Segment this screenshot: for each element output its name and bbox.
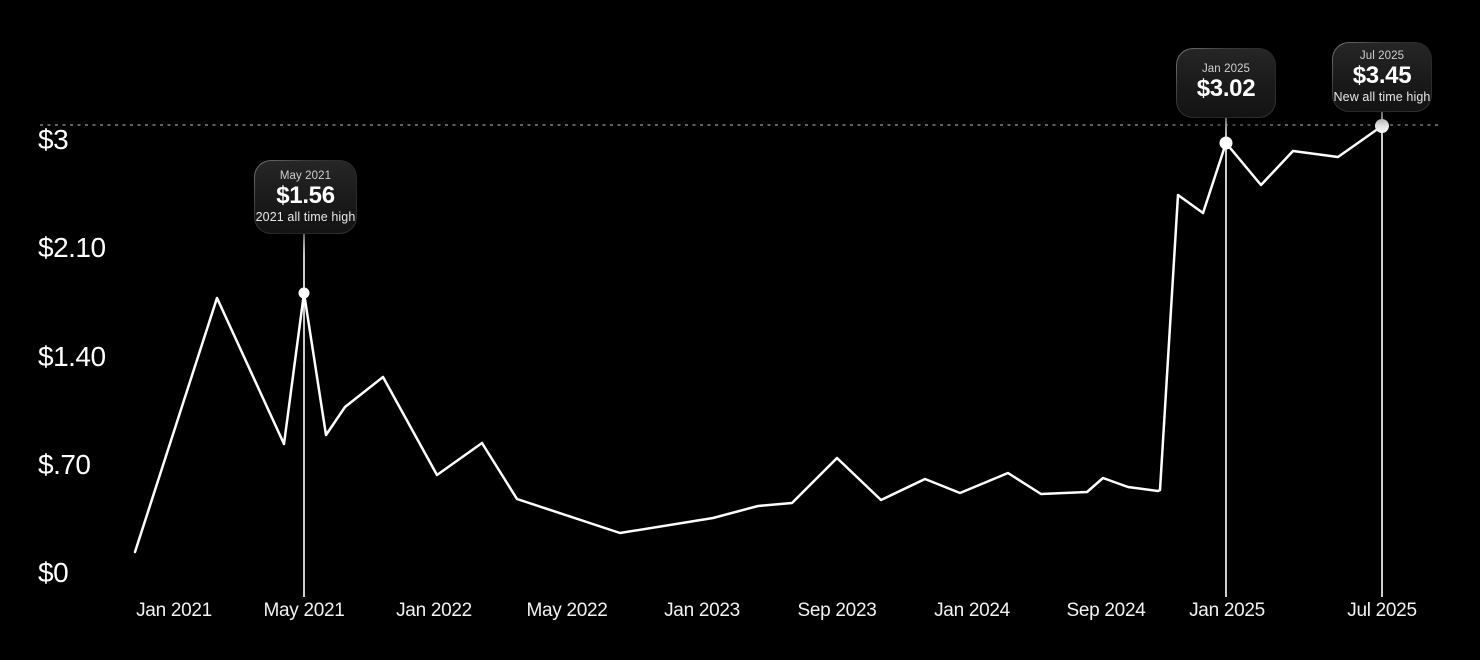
x-axis-tick-label: Sep 2024: [1066, 600, 1146, 621]
tooltip-price-value: $1.56: [276, 181, 335, 209]
y-axis-tick-label: $2.10: [38, 232, 106, 263]
x-axis-tick-label: May 2022: [526, 600, 608, 621]
price-line-series: [133, 124, 1384, 554]
data-point-marker: [1375, 119, 1389, 133]
tooltip-body: Jan 2025 $3.02: [1177, 49, 1275, 117]
tooltip-date-label: Jan 2025: [1201, 63, 1251, 76]
x-axis-tick-label: Jan 2021: [136, 600, 212, 621]
tooltip-body: Jul 2025 $3.45 New all time high: [1333, 43, 1431, 111]
price-annotation-tooltip: Jul 2025 $3.45 New all time high: [1332, 42, 1432, 112]
x-axis-tick-label: Jan 2023: [664, 600, 740, 621]
y-axis-tick-label: $1.40: [38, 341, 106, 372]
price-annotation-tooltip: May 2021 $1.56 2021 all time high: [254, 160, 357, 234]
x-axis-tick-label: Jan 2022: [396, 600, 472, 621]
tooltip-price-value: $3.02: [1196, 75, 1256, 103]
x-axis-tick-label: May 2021: [263, 600, 345, 621]
data-point-marker: [298, 287, 310, 299]
data-point-marker: [1219, 136, 1233, 150]
x-axis-tick-label: Jul 2025: [1347, 600, 1417, 621]
tooltip-note-label: New all time high: [1333, 90, 1431, 105]
tooltip-note-label: 2021 all time high: [255, 210, 356, 225]
y-axis-tick-label: $.70: [38, 449, 91, 480]
tooltip-price-value: $3.45: [1352, 61, 1412, 89]
x-axis-tick-label: Jan 2024: [934, 600, 1010, 621]
tooltip-date-label: May 2021: [279, 169, 332, 182]
price-annotation-tooltip: Jan 2025 $3.02: [1176, 48, 1276, 118]
x-axis-tick-label: Sep 2023: [797, 600, 877, 621]
tooltip-body: May 2021 $1.56 2021 all time high: [255, 161, 356, 233]
tooltip-date-label: Jul 2025: [1359, 49, 1405, 62]
y-axis-tick-label: $0: [38, 557, 69, 588]
y-axis-tick-label: $3: [38, 124, 69, 155]
x-axis-tick-label: Jan 2025: [1189, 600, 1265, 621]
